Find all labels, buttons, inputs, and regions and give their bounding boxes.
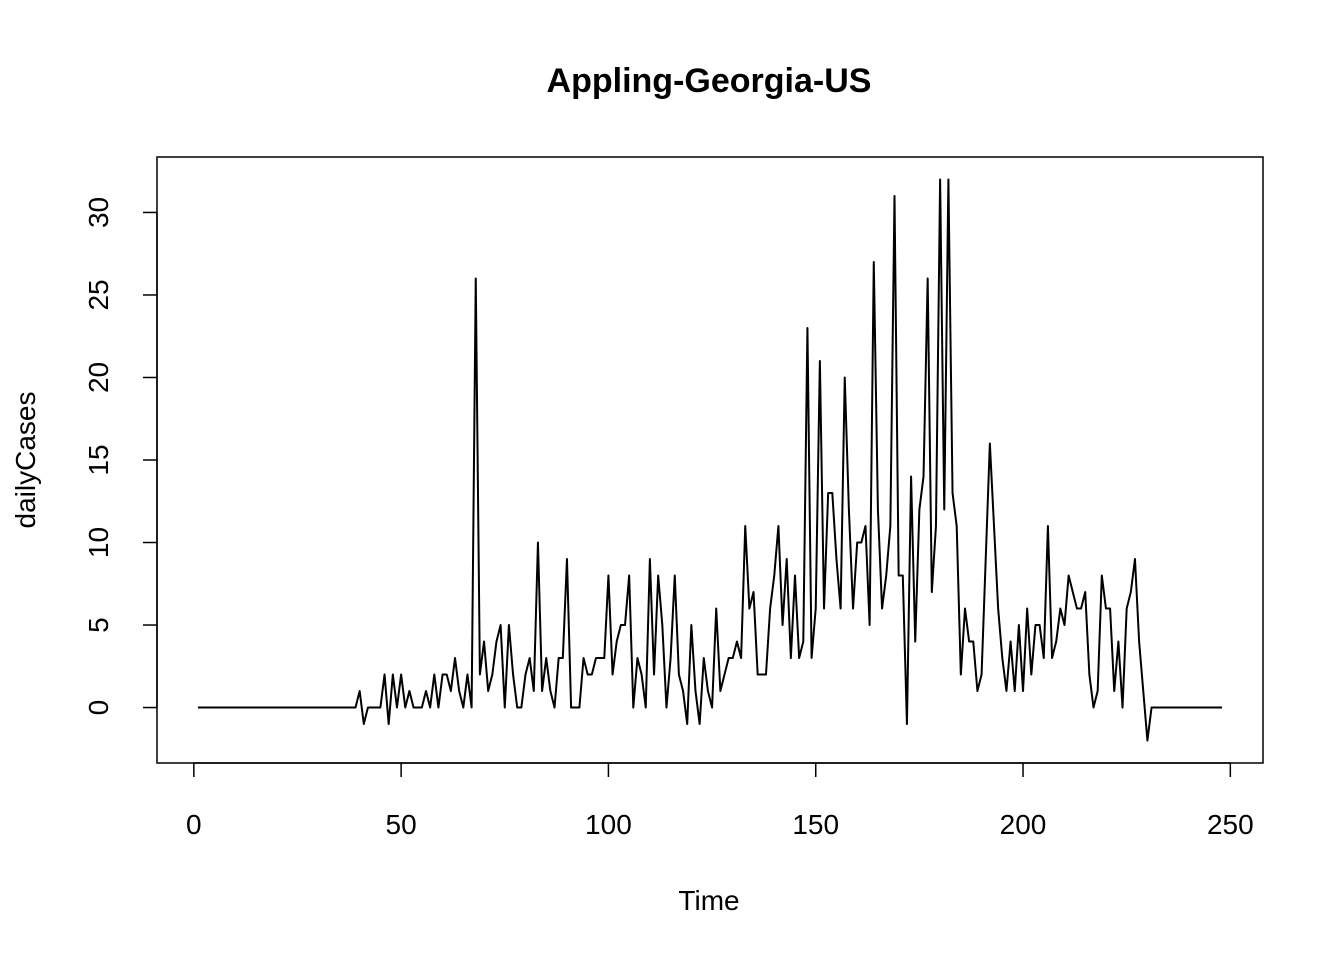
y-tick-label: 15 [83,444,114,475]
x-axis-label: Time [678,885,739,916]
x-tick-label: 50 [386,809,417,840]
x-tick-label: 250 [1207,809,1254,840]
x-tick-label: 200 [1000,809,1047,840]
x-tick-label: 0 [186,809,202,840]
y-tick-label: 0 [83,700,114,716]
y-tick-label: 10 [83,527,114,558]
y-tick-label: 30 [83,197,114,228]
plot-frame [156,156,1264,764]
y-tick-label: 20 [83,362,114,393]
x-tick-label: 150 [792,809,839,840]
y-tick-label: 5 [83,617,114,633]
y-tick-label: 25 [83,279,114,310]
x-tick-label: 100 [585,809,632,840]
y-axis-label: dailyCases [10,392,41,529]
data-line [197,178,1223,742]
chart-title: Appling-Georgia-US [547,62,872,100]
